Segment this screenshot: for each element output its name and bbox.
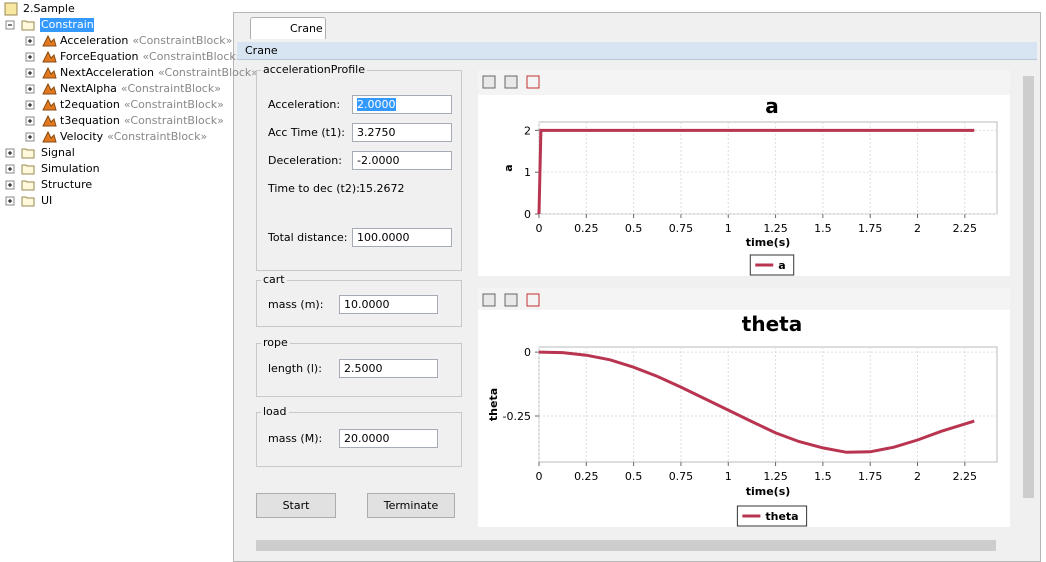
group-title: rope — [261, 336, 290, 349]
group-box: rope — [256, 337, 462, 397]
group-title: cart — [261, 273, 287, 286]
input-value: -2.0000 — [357, 154, 400, 167]
panel-title: Crane — [245, 44, 278, 57]
tree-item[interactable]: NextAcceleration — [60, 66, 154, 79]
field-label: Total distance: — [268, 231, 348, 244]
input-value: 2.0000 — [357, 98, 396, 111]
tab[interactable] — [250, 17, 326, 39]
tree-item[interactable]: Velocity — [60, 130, 104, 143]
group-title: load — [261, 405, 289, 418]
tree-item[interactable]: NextAlpha — [60, 82, 117, 95]
text-input[interactable]: 20.0000 — [339, 429, 438, 448]
text-input[interactable]: -2.0000 — [352, 151, 452, 170]
tree-stereotype: «ConstraintBlock» — [107, 130, 208, 143]
group-title: accelerationProfile — [261, 63, 367, 76]
field-label: Acceleration: — [268, 98, 341, 111]
input-value: 3.2750 — [357, 126, 396, 139]
tree-item[interactable]: t2equation — [60, 98, 120, 111]
tree-stereotype: «ConstraintBlock» — [123, 98, 224, 111]
field-label: Time to dec (t2): — [268, 182, 360, 195]
group-box: accelerationProfile — [256, 64, 462, 271]
tree-stereotype: «ConstraintBlock» — [123, 114, 224, 127]
input-value: 2.5000 — [344, 362, 383, 375]
v-scroll-thumb[interactable] — [1023, 76, 1034, 498]
text-input[interactable]: 3.2750 — [352, 123, 452, 142]
tree-stereotype: «ConstraintBlock» — [157, 66, 259, 79]
tree-stereotype: «ConstraintBlock» — [142, 50, 243, 63]
field-value: 15.2672 — [359, 182, 405, 195]
input-value: 10.0000 — [344, 298, 390, 311]
tree-item[interactable]: Structure — [41, 178, 93, 191]
input-value: 100.0000 — [357, 231, 410, 244]
text-input[interactable]: 10.0000 — [339, 295, 438, 314]
text-input[interactable]: 2.0000 — [352, 95, 452, 114]
tree-item[interactable]: Signal — [41, 146, 75, 159]
tree-stereotype: «ConstraintBlock» — [120, 82, 221, 95]
button[interactable]: Terminate — [367, 493, 455, 518]
tree-item[interactable]: t3equation — [60, 114, 120, 127]
group-box: cart — [256, 274, 462, 327]
field-label: mass (m): — [268, 298, 324, 311]
input-value: 20.0000 — [344, 432, 390, 445]
text-input[interactable]: 2.5000 — [339, 359, 438, 378]
text-input[interactable]: 100.0000 — [352, 228, 452, 247]
field-label: Deceleration: — [268, 154, 342, 167]
button[interactable]: Start — [256, 493, 336, 518]
tree-item[interactable]: Simulation — [41, 162, 100, 175]
tree-item[interactable]: ForceEquation — [60, 50, 139, 63]
tree-item[interactable]: Acceleration — [60, 34, 129, 47]
tab-label[interactable]: Crane — [290, 22, 323, 35]
tree-stereotype: «ConstraintBlock» — [132, 34, 233, 47]
tree-selection — [40, 18, 94, 32]
field-label: Acc Time (t1): — [268, 126, 345, 139]
tree-root[interactable]: 2.Sample — [23, 2, 75, 15]
tree-item[interactable]: Constraint — [41, 18, 99, 31]
group-box: load — [256, 406, 462, 467]
tree-item[interactable]: UI — [41, 194, 53, 207]
field-label: mass (M): — [268, 432, 323, 445]
panel-header — [237, 42, 1037, 60]
h-scroll-thumb[interactable] — [256, 540, 996, 551]
field-label: length (l): — [268, 362, 322, 375]
